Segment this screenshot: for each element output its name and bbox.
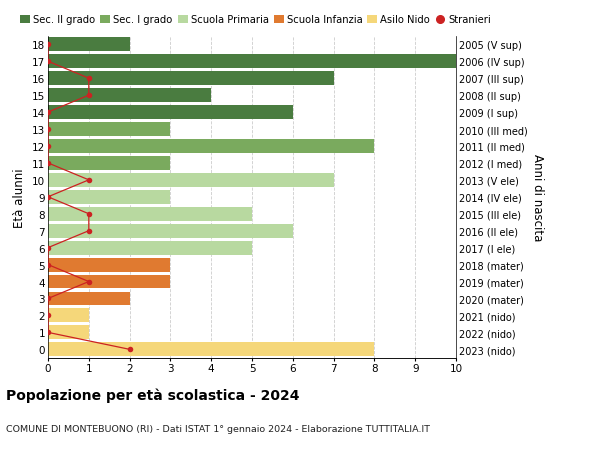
Bar [48,275,170,289]
Bar [48,174,334,187]
Bar [48,72,334,86]
Bar [48,207,252,221]
Bar [48,326,89,340]
Point [43,194,53,201]
Point [84,278,94,285]
Bar [48,342,374,357]
Bar [48,292,130,306]
Point [43,143,53,150]
Text: Popolazione per età scolastica - 2024: Popolazione per età scolastica - 2024 [6,388,299,403]
Text: COMUNE DI MONTEBUONO (RI) - Dati ISTAT 1° gennaio 2024 - Elaborazione TUTTITALIA: COMUNE DI MONTEBUONO (RI) - Dati ISTAT 1… [6,425,430,434]
Point [84,211,94,218]
Point [43,329,53,336]
Y-axis label: Anni di nascita: Anni di nascita [531,154,544,241]
Point [43,160,53,167]
Bar [48,190,170,204]
Point [43,126,53,134]
Point [43,58,53,66]
Bar [48,157,170,170]
Point [84,228,94,235]
Point [43,41,53,49]
Bar [48,258,170,272]
Bar [48,309,89,323]
Legend: Sec. II grado, Sec. I grado, Scuola Primaria, Scuola Infanzia, Asilo Nido, Stran: Sec. II grado, Sec. I grado, Scuola Prim… [20,15,491,25]
Bar [48,55,456,69]
Bar [48,106,293,120]
Point [84,92,94,100]
Point [43,312,53,319]
Point [84,177,94,184]
Point [84,75,94,83]
Point [43,109,53,117]
Y-axis label: Età alunni: Età alunni [13,168,26,227]
Bar [48,38,130,52]
Point [43,245,53,252]
Point [43,261,53,269]
Point [43,295,53,302]
Point [125,346,134,353]
Bar [48,224,293,238]
Bar [48,140,374,154]
Bar [48,89,211,103]
Bar [48,123,170,137]
Bar [48,241,252,255]
